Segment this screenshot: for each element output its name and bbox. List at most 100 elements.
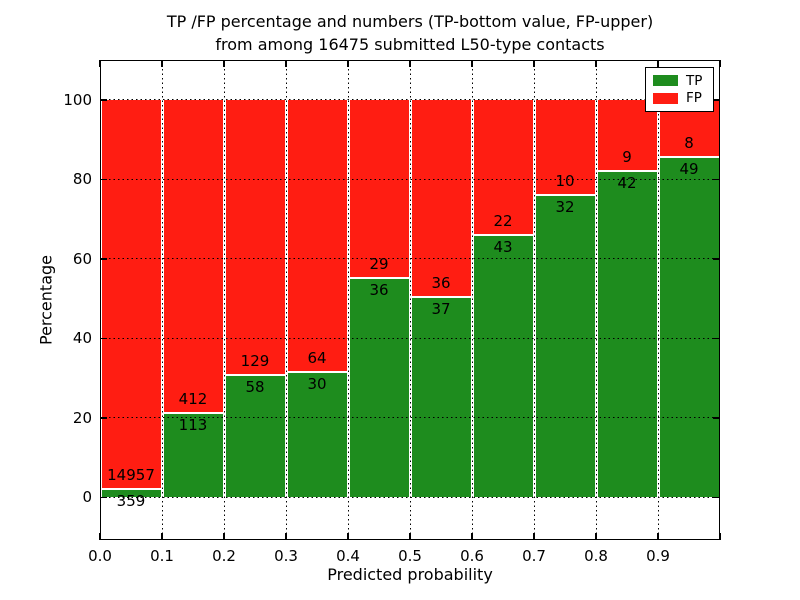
bar-segment-tp — [535, 194, 595, 498]
x-tick-top — [719, 60, 721, 67]
bar-label-tp: 36 — [369, 281, 389, 300]
chart-title-line1: TP /FP percentage and numbers (TP-bottom… — [166, 12, 654, 31]
x-tick-label: 0.7 — [522, 547, 546, 565]
x-tick-label: 0.2 — [212, 547, 236, 565]
x-tick-bottom — [595, 533, 597, 540]
y-tick-left — [100, 417, 107, 419]
x-tick-top — [471, 60, 473, 67]
bar-segment-fp — [411, 99, 471, 296]
y-tick-label: 0 — [82, 488, 92, 507]
gridline-horizontal — [100, 496, 720, 498]
y-tick-right — [713, 496, 720, 499]
bar-label-fp: 9 — [622, 147, 632, 166]
bar-label-fp: 10 — [555, 172, 575, 191]
chart-title: TP /FP percentage and numbers (TP-bottom… — [100, 10, 720, 56]
x-tick-top — [347, 60, 349, 67]
x-tick-label: 0.0 — [88, 547, 112, 565]
gridline-vertical — [595, 60, 597, 540]
x-tick-bottom — [223, 533, 225, 540]
bar-segment-fp — [225, 99, 285, 375]
x-tick-label: 0.4 — [336, 547, 360, 565]
x-tick-bottom — [409, 533, 411, 540]
gridline-vertical — [409, 60, 411, 540]
bar-segment-fp — [473, 99, 533, 235]
x-tick-bottom — [719, 533, 721, 540]
gridline-vertical — [347, 60, 349, 540]
bar-label-tp: 43 — [493, 238, 513, 257]
legend-swatch-fp — [653, 92, 678, 104]
bar-segment-fp — [101, 99, 161, 489]
x-tick-bottom — [533, 533, 535, 540]
bar-label-tp: 42 — [617, 173, 637, 192]
gridline-vertical — [471, 60, 473, 540]
gridline-horizontal — [100, 258, 720, 260]
y-tick-left — [100, 99, 107, 101]
bar-segment-tp — [597, 169, 657, 498]
bar-label-tp: 359 — [116, 492, 146, 511]
y-tick-left — [100, 337, 107, 340]
legend: TP FP — [645, 67, 714, 112]
legend-label: FP — [686, 90, 702, 107]
x-tick-bottom — [161, 533, 163, 540]
bar-label-tp: 58 — [245, 378, 265, 397]
bar-segment-tp — [101, 488, 161, 498]
bar-label-fp: 64 — [307, 348, 327, 367]
x-axis-label: Predicted probability — [327, 565, 493, 584]
y-tick-label: 80 — [72, 170, 92, 189]
y-tick-left — [100, 178, 107, 181]
gridline-horizontal — [100, 178, 720, 180]
bar-label-fp: 412 — [178, 389, 208, 408]
gridline-vertical — [161, 60, 163, 540]
x-tick-top — [161, 60, 163, 67]
x-tick-bottom — [99, 533, 101, 540]
bar-segment-tp — [225, 374, 285, 498]
x-tick-top — [657, 60, 659, 67]
bar-segment-tp — [473, 234, 533, 498]
bar-segment-tp — [287, 370, 347, 498]
bar-label-fp: 36 — [431, 273, 451, 292]
bar-label-fp: 8 — [684, 133, 694, 152]
bar-segment-tp — [659, 155, 719, 498]
gridline-horizontal — [100, 337, 720, 339]
bar-label-tp: 32 — [555, 198, 575, 217]
y-tick-right — [713, 337, 720, 340]
y-tick-right — [713, 178, 720, 181]
bar-label-tp: 30 — [307, 374, 327, 393]
x-tick-label: 0.8 — [584, 547, 608, 565]
x-tick-top — [223, 60, 225, 67]
gridline-horizontal — [100, 417, 720, 419]
x-tick-top — [99, 60, 101, 67]
x-tick-bottom — [347, 533, 349, 540]
x-tick-label: 0.6 — [460, 547, 484, 565]
bar-label-tp: 49 — [679, 159, 699, 178]
bar-label-tp: 113 — [178, 415, 208, 434]
bar-label-fp: 129 — [240, 352, 270, 371]
x-tick-top — [285, 60, 287, 67]
bar-segment-tp — [349, 277, 409, 498]
bar-segment-tp — [411, 295, 471, 498]
y-tick-label: 40 — [72, 329, 92, 348]
bar-label-tp: 37 — [431, 299, 451, 318]
gridline-horizontal — [100, 99, 720, 101]
gridline-vertical — [285, 60, 287, 540]
gridline-vertical — [223, 60, 225, 540]
gridline-vertical — [533, 60, 535, 540]
y-tick-label: 100 — [63, 90, 92, 109]
legend-label: TP — [686, 72, 703, 89]
y-tick-right — [713, 258, 720, 260]
y-tick-right — [713, 417, 720, 419]
y-tick-right — [713, 99, 720, 101]
gridline-vertical — [657, 60, 659, 540]
bar-segment-fp — [287, 99, 347, 371]
x-tick-bottom — [657, 533, 659, 540]
y-tick-label: 60 — [72, 249, 92, 268]
bar-label-fp: 14957 — [107, 466, 155, 485]
x-tick-label: 0.9 — [646, 547, 670, 565]
y-tick-label: 20 — [72, 408, 92, 427]
legend-swatch-tp — [653, 75, 678, 87]
bar-label-fp: 22 — [493, 212, 513, 231]
legend-entry-tp: TP — [653, 74, 706, 88]
y-tick-left — [100, 258, 107, 260]
chart-title-line2: from among 16475 submitted L50-type cont… — [215, 35, 605, 54]
